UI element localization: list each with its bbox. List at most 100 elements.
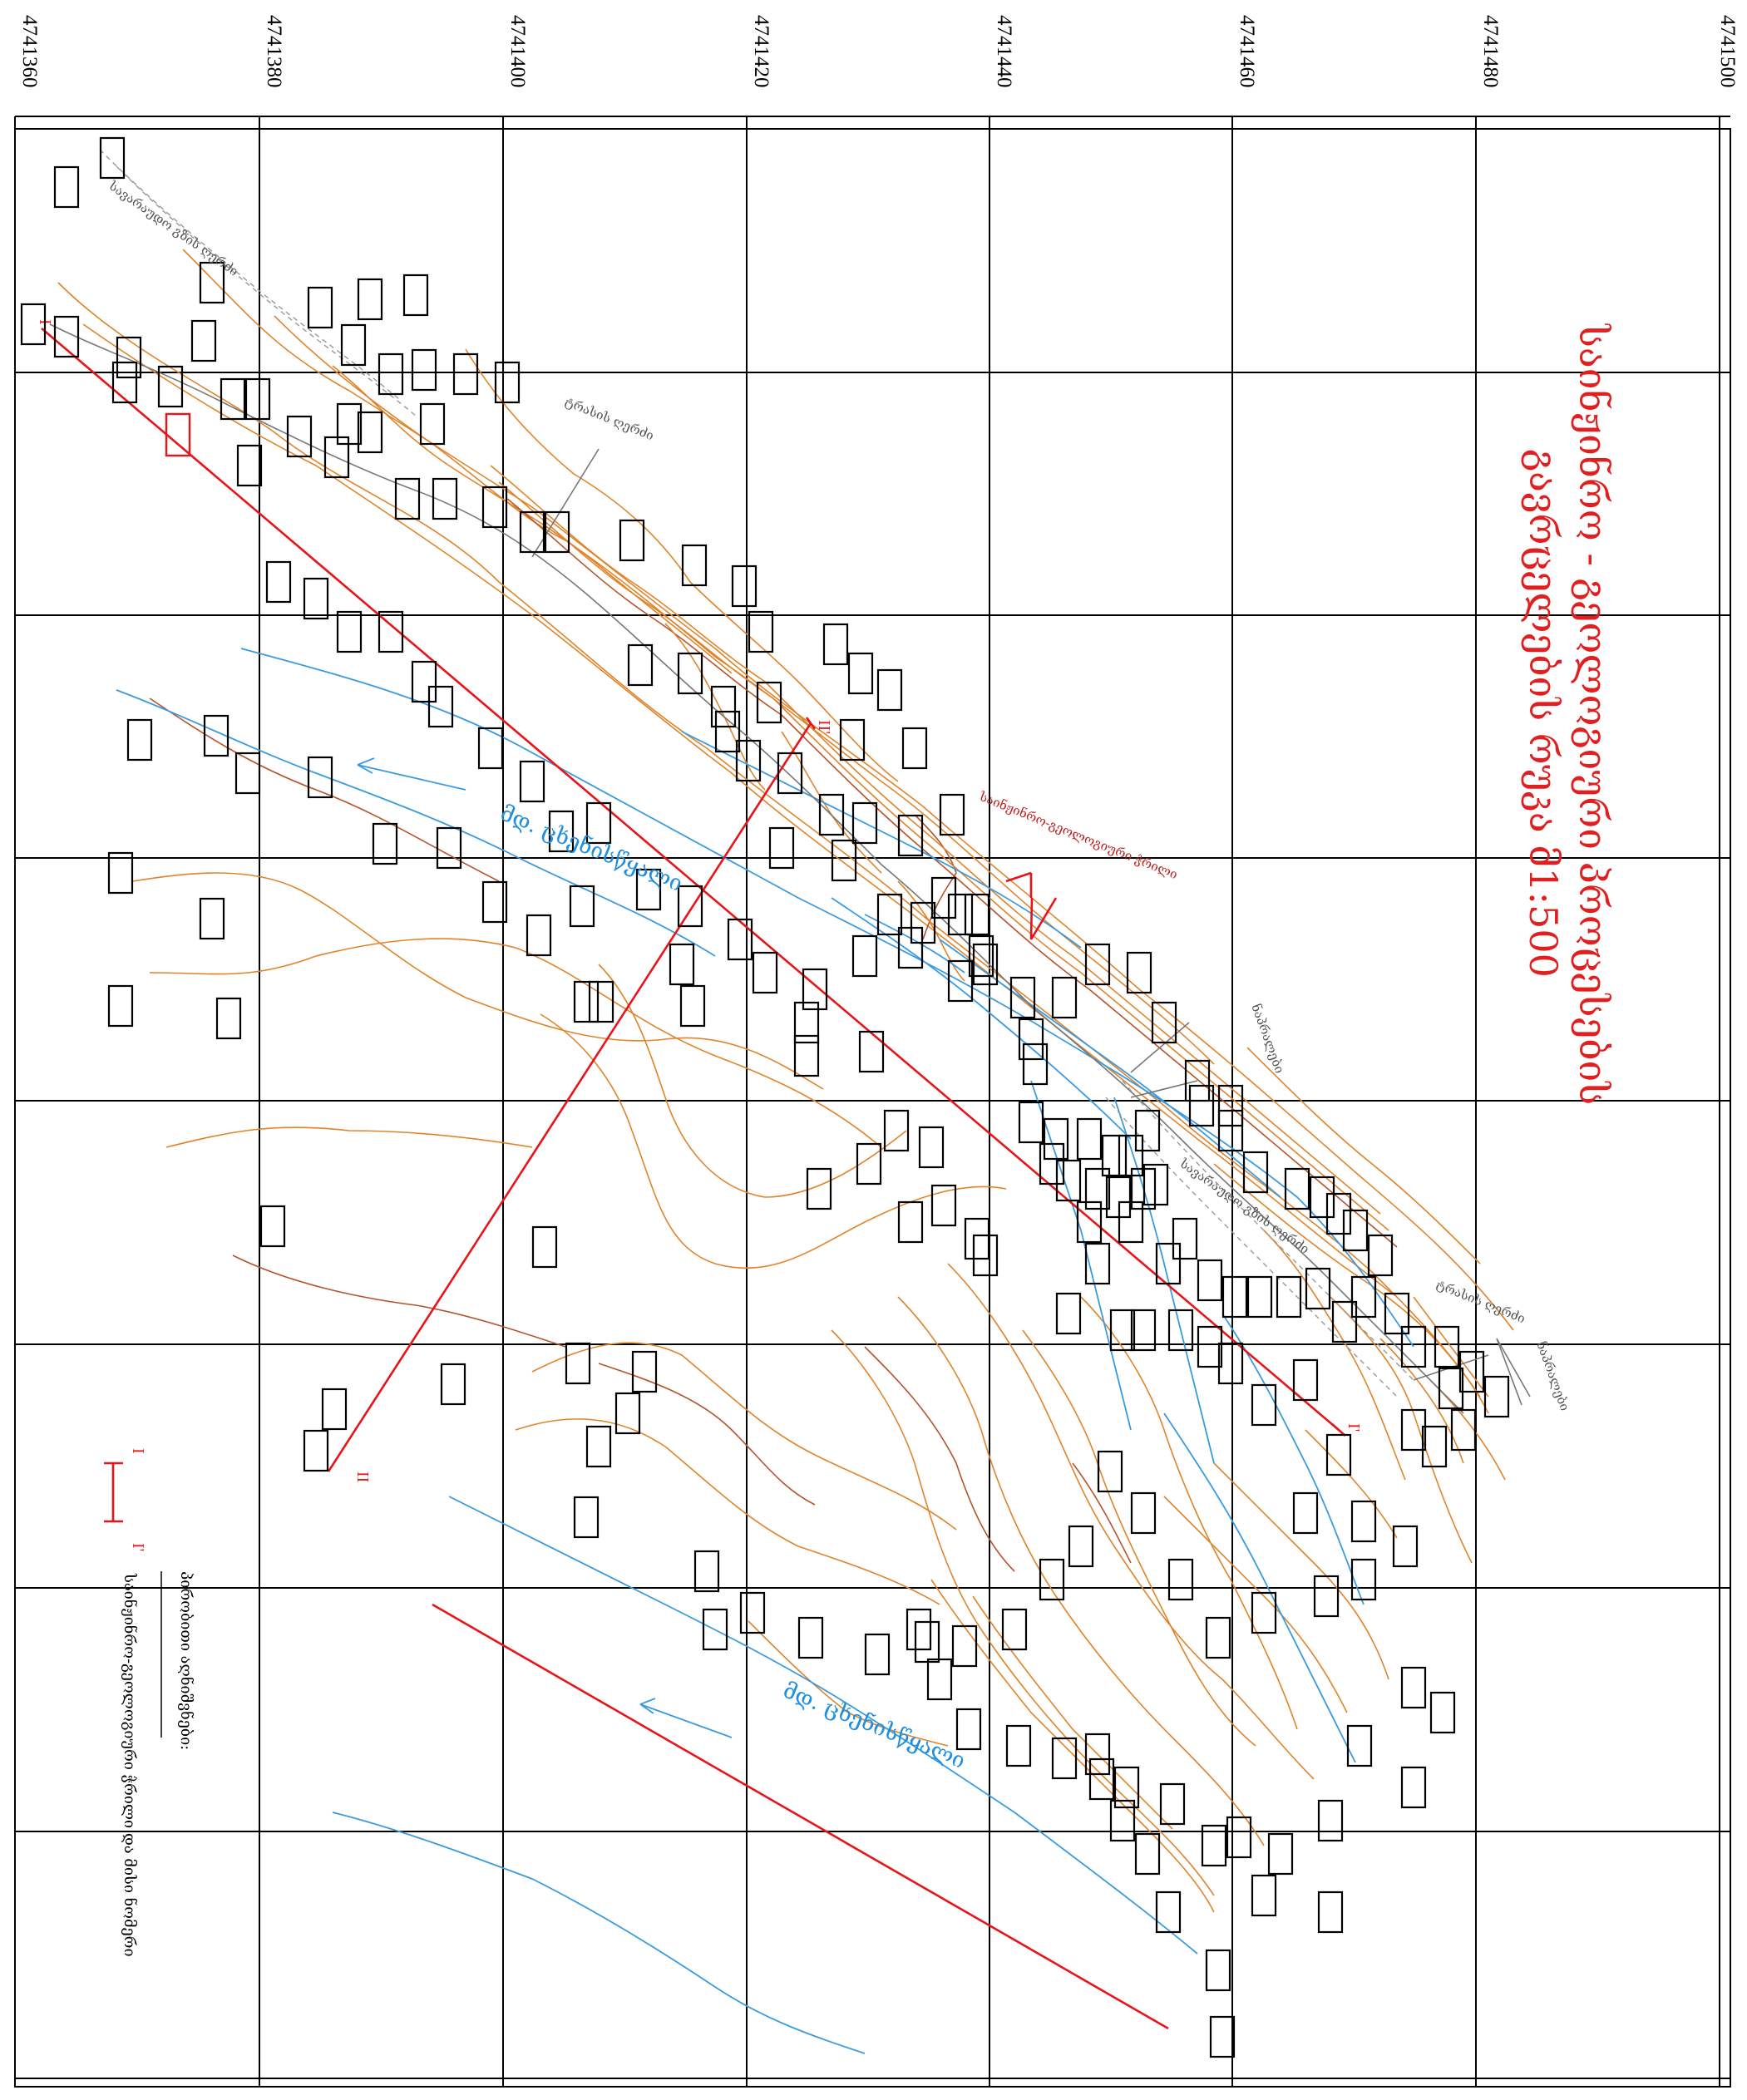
borehole-marker (531, 1225, 558, 1269)
borehole-marker (1188, 1084, 1215, 1127)
borehole-marker (573, 980, 600, 1023)
borehole-marker (1226, 1816, 1252, 1859)
borehole-marker (1097, 1450, 1123, 1493)
borehole-marker (220, 377, 246, 421)
borehole-marker (1217, 1342, 1244, 1385)
river-boundary-line (432, 1603, 1169, 2030)
borehole-marker (378, 352, 404, 396)
borehole-marker (731, 564, 758, 608)
borehole-marker (614, 1392, 641, 1435)
borehole-marker (714, 710, 741, 753)
borehole-marker (631, 1350, 658, 1393)
borehole-marker (323, 436, 350, 479)
borehole-marker (1167, 1558, 1194, 1601)
borehole-marker (955, 1708, 982, 1751)
borehole-marker (1309, 1176, 1335, 1219)
map-title-line2: გავრცელების რუკა მ1:500 (1521, 449, 1566, 978)
borehole-marker (565, 1342, 591, 1385)
borehole-marker (1134, 1832, 1161, 1876)
borehole-marker (336, 610, 363, 653)
borehole-marker (822, 623, 849, 666)
borehole-marker (1076, 1200, 1103, 1244)
borehole-marker (1305, 1267, 1331, 1310)
borehole-marker (1155, 1890, 1182, 1934)
river-channels (116, 648, 1414, 2054)
borehole-marker (947, 959, 974, 1003)
borehole-marker (1039, 1142, 1065, 1186)
section-mark-2: I' (1345, 1423, 1363, 1432)
borehole-marker (526, 914, 552, 957)
borehole-marker (544, 510, 570, 554)
borehole-marker (573, 1496, 600, 1539)
borehole-marker (1018, 1018, 1044, 1061)
borehole-marker (107, 984, 134, 1028)
borehole-marker (897, 1200, 924, 1244)
section-mark-3: II (353, 1471, 372, 1482)
legend-marker-top: I (129, 1448, 147, 1454)
borehole-marker (906, 1608, 932, 1651)
borehole-marker (1022, 1043, 1049, 1086)
borehole-marker (1118, 1134, 1144, 1177)
borehole-marker (1276, 1275, 1302, 1319)
borehole-marker (1055, 1159, 1082, 1202)
borehole-marker (793, 1001, 820, 1044)
map-title-line1: საინჟინრო - გეოლოგიური პროცესების (1571, 323, 1616, 1105)
borehole-marker (635, 868, 662, 911)
borehole-marker (1317, 1799, 1344, 1842)
borehole-marker (851, 934, 878, 978)
borehole-marker (1201, 1824, 1227, 1867)
map-frame (14, 128, 1731, 2088)
borehole-marker (1018, 1101, 1044, 1144)
legend-heading: პირობითი აღნიშვნები: (177, 1571, 195, 1750)
borehole-marker (1068, 1525, 1094, 1568)
borehole-marker (1205, 1616, 1231, 1659)
legend-description: საინჟინრო-გეოლოგიური ჭრილი და მისი ნომერ… (121, 1573, 139, 1957)
borehole-marker (1350, 1275, 1377, 1319)
borehole-marker (939, 793, 965, 836)
borehole-marker (1001, 1608, 1028, 1651)
borehole-marker (669, 943, 695, 986)
borehole-marker (321, 1388, 348, 1431)
borehole-marker (1483, 1375, 1510, 1418)
borehole-marker (1155, 1242, 1182, 1285)
borehole-marker (1126, 951, 1152, 994)
borehole-marker (259, 1205, 286, 1248)
borehole-marker (203, 714, 229, 757)
borehole-marker (818, 793, 845, 836)
borehole-marker (1109, 1799, 1136, 1842)
borehole-marker (585, 1425, 612, 1468)
borehole-marker (1134, 1109, 1161, 1152)
borehole-marker (851, 801, 878, 845)
borehole-marker (1400, 1408, 1427, 1452)
fissures-label-1: ნაპრალები (1248, 1002, 1287, 1075)
borehole-marker (1284, 1167, 1310, 1210)
borehole-marker (972, 943, 999, 986)
borehole-marker (1292, 1491, 1319, 1535)
borehole-marker (1438, 1367, 1464, 1410)
borehole-marker (964, 893, 990, 936)
borehole-marker (1167, 1309, 1194, 1352)
borehole-marker (777, 752, 803, 795)
borehole-marker (1400, 1766, 1427, 1809)
borehole-marker (839, 718, 866, 762)
borehole-marker (548, 810, 575, 853)
borehole-marker (1421, 1425, 1448, 1468)
borehole-marker (1342, 1209, 1369, 1252)
borehole-marker (432, 477, 458, 520)
borehole-marker (1197, 1259, 1223, 1302)
borehole-marker (947, 893, 974, 936)
borehole-marker (681, 544, 708, 587)
borehole-marker (519, 760, 545, 803)
borehole-marker (1384, 1292, 1410, 1335)
borehole-marker (402, 274, 429, 317)
borehole-marker (864, 1633, 891, 1676)
borehole-marker (307, 756, 333, 799)
legend-marker-bottom: I' (129, 1543, 147, 1551)
borehole-marker (1434, 1325, 1460, 1368)
borehole-marker (1367, 1234, 1394, 1277)
horizontal-grid (15, 372, 1730, 1832)
borehole-marker (357, 278, 383, 321)
borehole-marker (411, 348, 437, 392)
dashed-path-label-top: სავარაუდო გზის ღერძი (106, 178, 241, 279)
